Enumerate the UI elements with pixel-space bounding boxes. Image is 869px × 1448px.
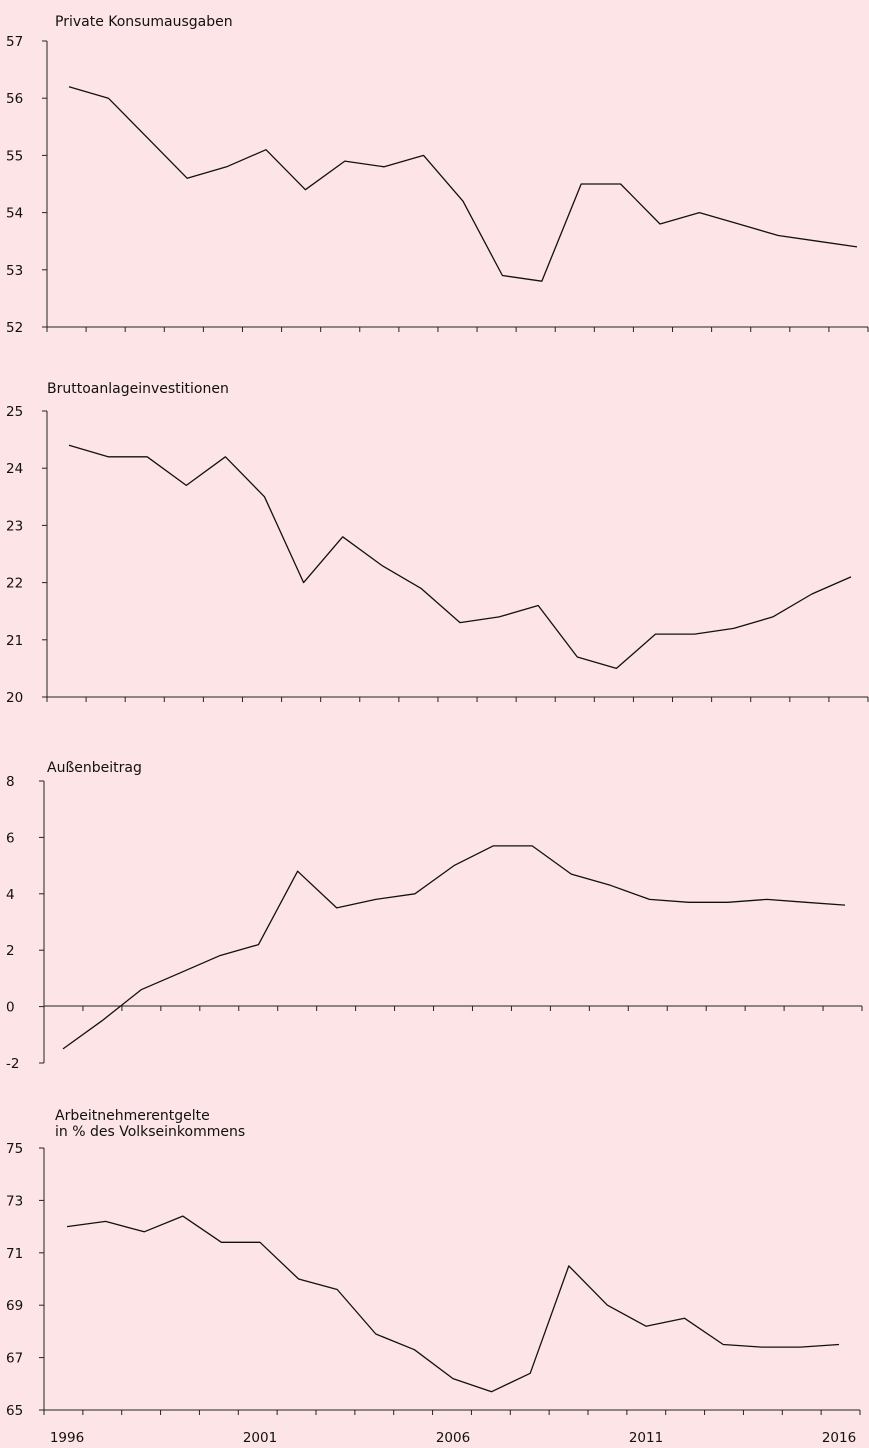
y-tick-label: 21: [6, 633, 23, 649]
y-tick-label: -2: [6, 1056, 19, 1072]
panel-2: Bruttoanlageinvestitionen 20 21 22 23 24 25: [6, 381, 869, 706]
y-tick-label: 55: [6, 148, 23, 164]
y-tick-label: 25: [6, 404, 23, 420]
y-tick-label: 56: [6, 91, 23, 107]
x-tick-label: 1996: [50, 1430, 84, 1446]
y-tick-label: 65: [6, 1403, 23, 1419]
chart-title-line-1: Arbeitnehmerentgelte: [55, 1108, 210, 1124]
series-line: [66, 1215, 840, 1393]
y-tick-label: 23: [6, 518, 23, 534]
y-tick-label: 8: [6, 774, 15, 790]
y-tick-label: 75: [6, 1141, 23, 1157]
x-tick-label: 2011: [629, 1430, 663, 1446]
y-tick-label: 2: [6, 943, 15, 959]
series-line: [62, 845, 846, 1050]
y-tick-label: 4: [6, 887, 15, 903]
y-tick-label: 67: [6, 1351, 23, 1367]
y-tick-label: 20: [6, 690, 23, 706]
chart-title-line-2: in % des Volkseinkommens: [55, 1124, 245, 1140]
y-tick-label: 22: [6, 576, 23, 592]
y-tick-label: 53: [6, 263, 23, 279]
panel-3: Außenbeitrag -2 0 2 4 6 8: [6, 760, 863, 1072]
chart-title-line-1: Außenbeitrag: [47, 760, 142, 776]
series-line: [68, 444, 852, 670]
panel-1: Private Konsumausgaben 52 53 54 55 56 57: [6, 14, 869, 336]
y-tick-label: 73: [6, 1193, 23, 1209]
y-tick-label: 69: [6, 1298, 23, 1314]
y-tick-label: 54: [6, 206, 23, 222]
y-tick-label: 0: [6, 1000, 15, 1016]
series-line: [68, 86, 858, 282]
y-tick-label: 24: [6, 461, 23, 477]
y-tick-label: 57: [6, 34, 23, 50]
chart-title-line-1: Private Konsumausgaben: [55, 14, 233, 30]
y-tick-label: 6: [6, 830, 15, 846]
x-tick-label: 2001: [243, 1430, 277, 1446]
y-tick-label: 71: [6, 1246, 23, 1262]
x-tick-label: 2016: [822, 1430, 856, 1446]
y-tick-label: 52: [6, 320, 23, 336]
x-tick-label: 2006: [436, 1430, 470, 1446]
chart-title-line-1: Bruttoanlageinvestitionen: [47, 381, 229, 397]
